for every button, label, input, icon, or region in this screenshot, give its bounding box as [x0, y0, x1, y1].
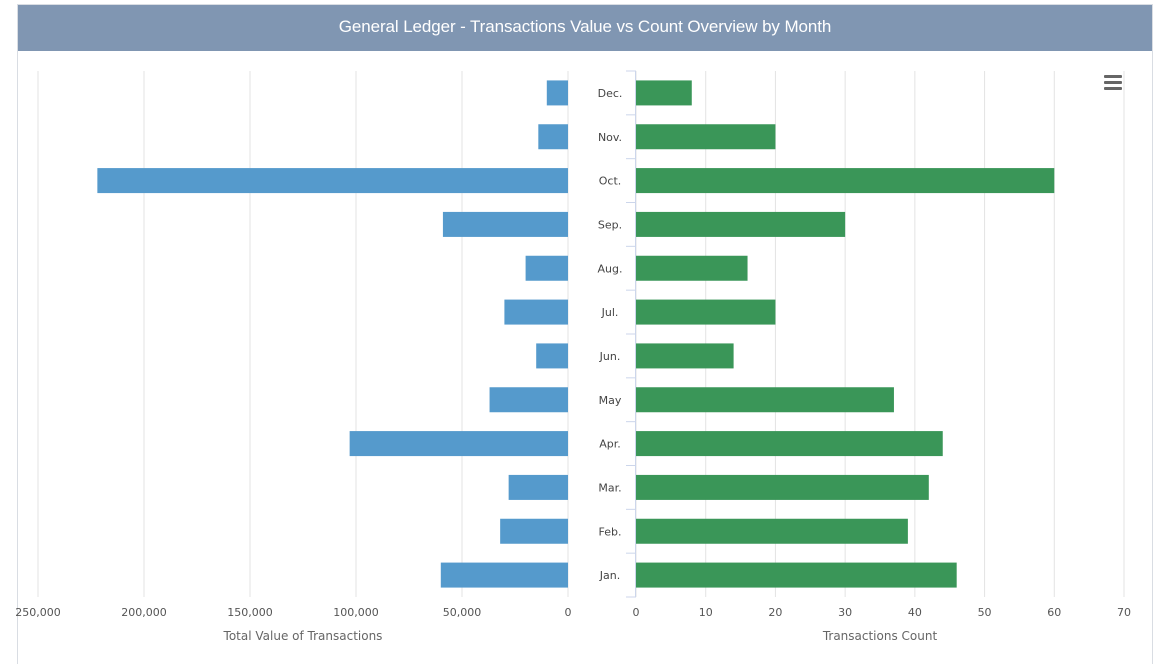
- left-tick-label: 100,000: [333, 606, 379, 619]
- category-label: Jul.: [601, 306, 619, 319]
- right-tick-label: 20: [768, 606, 782, 619]
- value-bar: [349, 431, 568, 457]
- count-bar: [636, 343, 734, 369]
- value-bar: [525, 255, 568, 281]
- value-bar: [504, 299, 568, 325]
- left-tick-label: 50,000: [443, 606, 482, 619]
- right-tick-label: 10: [699, 606, 713, 619]
- right-tick-label: 40: [908, 606, 922, 619]
- count-bar: [636, 168, 1055, 194]
- right-tick-label: 30: [838, 606, 852, 619]
- chart-panel: General Ledger - Transactions Value vs C…: [17, 4, 1153, 664]
- left-tick-label: 250,000: [15, 606, 61, 619]
- count-bars: [636, 80, 1055, 588]
- count-bar: [636, 518, 908, 544]
- count-bar: [636, 124, 776, 150]
- hamburger-menu-icon[interactable]: [1104, 74, 1124, 90]
- right-tick-label: 0: [633, 606, 640, 619]
- value-bar: [546, 80, 568, 106]
- count-bar: [636, 474, 929, 500]
- value-bars: [97, 80, 569, 588]
- right-tick-label: 70: [1117, 606, 1131, 619]
- category-label: Aug.: [598, 262, 623, 275]
- left-tick-label: 0: [565, 606, 572, 619]
- grid-lines: [37, 71, 1125, 597]
- count-bar: [636, 211, 846, 237]
- count-bar: [636, 562, 957, 588]
- value-bar: [500, 518, 568, 544]
- count-bar: [636, 255, 748, 281]
- value-bar: [508, 474, 568, 500]
- count-bar: [636, 431, 943, 457]
- count-bar: [636, 80, 692, 106]
- chart-title: General Ledger - Transactions Value vs C…: [18, 5, 1152, 51]
- axes: 250,000 200,000 150,000 100,000 50,000 0 0 10 20…: [15, 70, 1131, 619]
- category-label: Mar.: [598, 481, 621, 494]
- category-label: Apr.: [599, 438, 621, 451]
- category-label: Feb.: [599, 525, 622, 538]
- right-tick-label: 50: [978, 606, 992, 619]
- value-bar: [97, 168, 569, 194]
- value-bar: [440, 562, 568, 588]
- category-label: Jun.: [599, 350, 621, 363]
- category-label: May: [599, 394, 622, 407]
- category-label: Sep.: [598, 218, 622, 231]
- value-bar: [536, 343, 568, 369]
- category-label: Oct.: [599, 175, 622, 188]
- left-tick-label: 200,000: [121, 606, 167, 619]
- right-tick-label: 60: [1047, 606, 1061, 619]
- value-bar: [442, 211, 568, 237]
- count-bar: [636, 387, 894, 413]
- value-bar: [538, 124, 568, 150]
- value-bar: [489, 387, 568, 413]
- left-axis-title: Total Value of Transactions: [223, 629, 383, 643]
- category-label: Jan.: [599, 569, 620, 582]
- right-axis-title: Transactions Count: [822, 629, 938, 643]
- category-label: Nov.: [598, 131, 622, 144]
- category-label: Dec.: [598, 87, 623, 100]
- left-tick-label: 150,000: [227, 606, 273, 619]
- count-bar: [636, 299, 776, 325]
